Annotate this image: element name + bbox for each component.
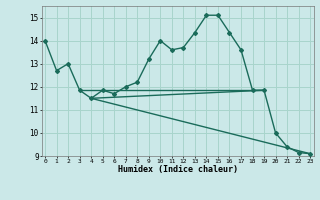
X-axis label: Humidex (Indice chaleur): Humidex (Indice chaleur): [118, 165, 237, 174]
